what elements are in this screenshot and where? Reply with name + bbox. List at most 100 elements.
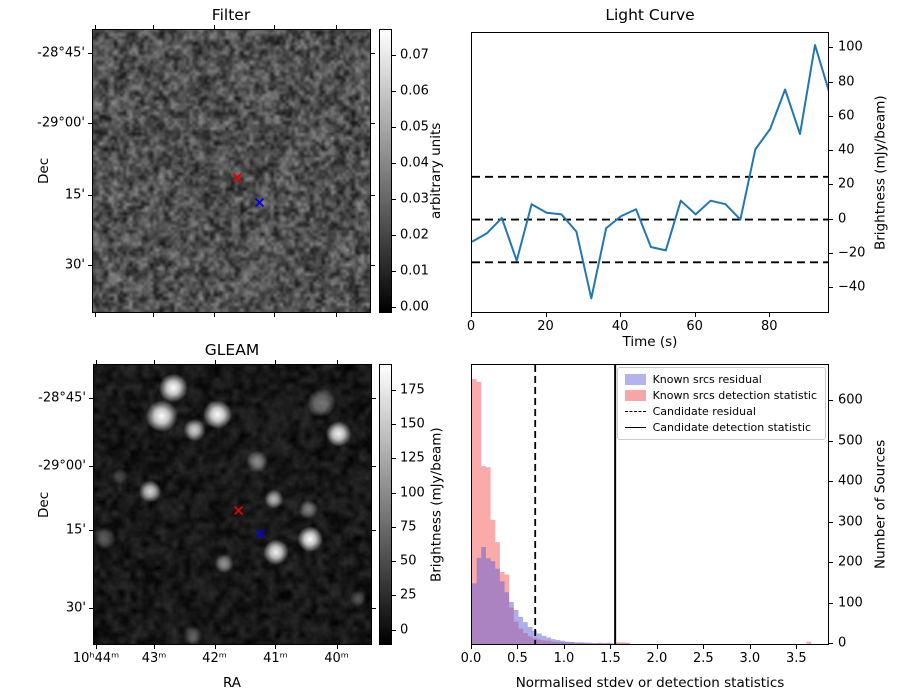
axis-tick (392, 198, 396, 200)
axis-tick (392, 423, 396, 425)
brightness-tick-label: 100 (838, 39, 863, 55)
gleam-title: GLEAM (204, 341, 260, 359)
axis-tick (371, 265, 375, 266)
axis-tick (392, 54, 396, 56)
gleam-colorbar (379, 364, 392, 645)
time-tick-label: 40 (611, 319, 629, 334)
axis-tick (154, 645, 156, 649)
axis-tick (829, 562, 833, 564)
light-curve-plot (472, 44, 828, 300)
count-tick-label: 300 (838, 514, 863, 530)
filter-noise-image (93, 30, 370, 312)
axis-tick (829, 643, 833, 644)
x-marker-glyph (256, 528, 266, 538)
dec-tick-label: 15' (64, 187, 85, 203)
x-marker-glyph (254, 197, 264, 208)
brightness-tick-label: 20 (838, 176, 855, 192)
axis-tick (371, 194, 375, 196)
legend-item-candidate-residual: Candidate residual (624, 405, 817, 418)
dec-tick-label: 15' (65, 522, 86, 538)
axis-tick (829, 184, 833, 186)
axis-tick (392, 492, 396, 494)
axis-tick (703, 645, 705, 649)
axis-tick (96, 360, 98, 364)
ra-tick-label: 43ᵐ (141, 651, 167, 666)
brightness-tick-label: 0 (838, 211, 847, 227)
dec-tick-label: 30' (64, 257, 85, 273)
histogram-plot (472, 365, 816, 644)
axis-tick (392, 595, 396, 597)
colorbar-tick-label: 0.03 (400, 191, 429, 207)
axis-tick (392, 90, 396, 92)
colorbar-tick-label: 100 (400, 485, 425, 501)
legend-label: Known srcs detection statistic (652, 389, 817, 402)
axis-tick (275, 360, 277, 364)
axis-tick (88, 265, 92, 266)
axis-tick (392, 629, 396, 631)
colorbar-tick-label: 0.06 (400, 83, 429, 99)
axis-tick (829, 400, 833, 402)
dec-tick-label: -29°00' (37, 115, 85, 131)
colorbar-tick-label: 175 (400, 382, 425, 398)
axis-tick (336, 360, 338, 364)
ra-tick-label: 41ᵐ (263, 651, 288, 666)
colorbar-tick-label: 0.04 (400, 155, 429, 171)
colorbar-tick-label: 0.00 (400, 299, 429, 315)
axis-tick (694, 313, 696, 317)
axis-tick (392, 458, 396, 460)
axis-tick (89, 398, 93, 400)
axis-tick (392, 162, 396, 164)
ra-tick-label: 40ᵐ (324, 651, 349, 666)
dec-tick-label: -28°45' (37, 45, 85, 61)
axis-tick (769, 313, 771, 317)
light-curve-panel (471, 32, 829, 313)
count-tick-label: 200 (838, 554, 863, 570)
axis-tick (153, 25, 155, 29)
dec-tick-label: 30' (65, 600, 86, 616)
count-tick-label: 500 (838, 433, 863, 449)
axis-tick (88, 194, 92, 196)
histogram-panel: Known srcs residual Known srcs detection… (471, 364, 829, 645)
stat-tick-label: 1.5 (600, 651, 621, 666)
x-marker-glyph (232, 172, 242, 183)
filter-ylabel: Dec (36, 157, 52, 185)
axis-tick (471, 313, 472, 317)
axis-tick (829, 150, 833, 152)
brightness-tick-label: 40 (838, 142, 855, 158)
filter-colorbar-label: arbitrary units (428, 122, 444, 220)
stat-tick-label: 1.0 (553, 651, 575, 666)
axis-tick (89, 466, 93, 468)
legend-label: Known srcs residual (652, 373, 762, 386)
axis-tick (275, 645, 277, 649)
brightness-tick-label: −20 (838, 245, 866, 261)
axis-tick (749, 645, 751, 649)
colorbar-tick-label: 75 (400, 519, 417, 535)
axis-tick (95, 313, 97, 317)
light-curve-line (472, 44, 828, 300)
count-tick-label: 400 (838, 473, 863, 489)
legend-item-known-srcs-residual: Known srcs residual (624, 373, 817, 386)
axis-tick (517, 645, 519, 649)
axis-tick (88, 123, 92, 125)
axis-tick (563, 645, 565, 649)
axis-tick (153, 313, 155, 317)
axis-tick (88, 53, 92, 55)
legend-label: Candidate detection statistic (652, 421, 812, 434)
colorbar-tick-label: 0.05 (400, 119, 429, 135)
axis-tick (829, 287, 833, 289)
axis-tick (213, 25, 215, 29)
axis-tick (89, 608, 93, 610)
axis-tick (829, 81, 833, 83)
dec-tick-label: -28°45' (38, 390, 86, 406)
axis-tick (392, 234, 396, 236)
axis-tick (372, 466, 376, 468)
axis-tick (829, 252, 833, 254)
axis-tick (335, 313, 337, 317)
light-curve-ylabel: Brightness (mJy/beam) (872, 95, 889, 250)
colorbar-tick-label: 50 (400, 553, 417, 569)
time-tick-label: 80 (760, 319, 778, 334)
histogram-xlabel: Normalised stdev or detection statistics (515, 675, 785, 691)
axis-tick (371, 53, 375, 55)
stat-tick-label: 3.0 (739, 651, 761, 666)
x-marker-glyph (233, 505, 244, 515)
